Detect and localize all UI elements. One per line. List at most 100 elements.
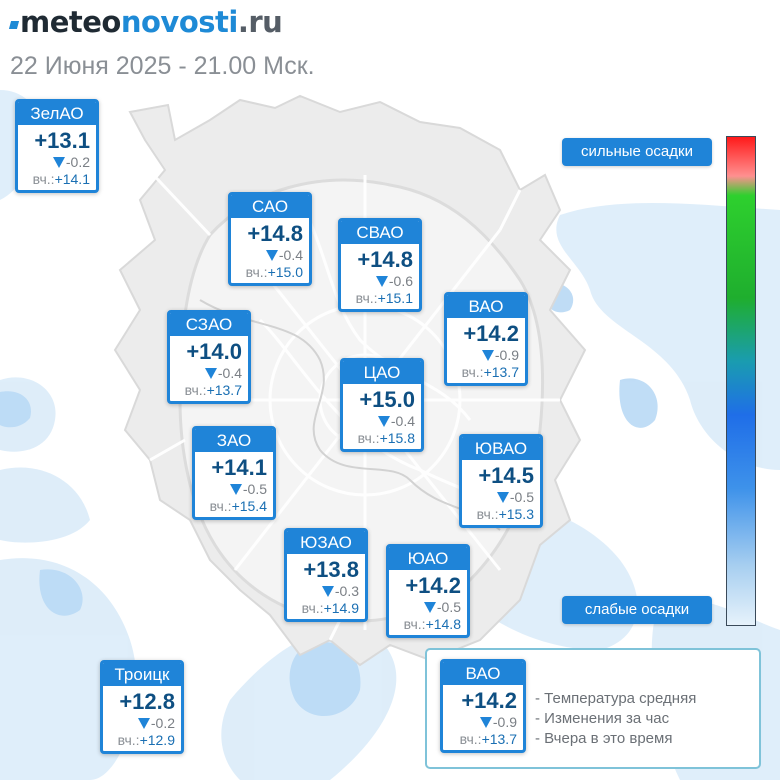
station-name: ВАО xyxy=(447,295,525,318)
station-temperature: +14.8 xyxy=(247,221,303,246)
station-change: -0.4 xyxy=(170,365,248,381)
yesterday-label: вч.: xyxy=(355,290,378,306)
station-name: ЦАО xyxy=(343,361,421,384)
change-value: -0.5 xyxy=(242,481,267,497)
precipitation-overlay xyxy=(0,90,780,780)
station-temperature: +12.8 xyxy=(119,689,175,714)
station-temperature: +13.8 xyxy=(303,557,359,582)
station-change: -0.3 xyxy=(287,583,365,599)
change-value: -0.9 xyxy=(492,714,517,730)
station-card-zao[interactable]: ЗАО +14.1 -0.5 вч.:+15.4 xyxy=(192,426,276,520)
station-yesterday: вч.:+14.9 xyxy=(287,599,365,619)
station-card-troitsk[interactable]: Троицк +12.8 -0.2 вч.:+12.9 xyxy=(100,660,184,754)
station-yesterday: вч.:+14.1 xyxy=(18,170,96,190)
scale-label-weak: слабые осадки xyxy=(562,596,712,624)
station-yesterday: вч.:+15.0 xyxy=(231,263,309,283)
station-change: -0.6 xyxy=(341,273,419,289)
site-logo[interactable]: meteonovosti.ru xyxy=(8,5,283,39)
station-name: ЗелАО xyxy=(18,102,96,125)
station-temperature: +14.5 xyxy=(478,463,534,488)
down-triangle-icon xyxy=(321,586,334,597)
station-name: Троицк xyxy=(103,663,181,686)
station-name: ЗАО xyxy=(195,429,273,452)
yesterday-value: +15.0 xyxy=(267,264,303,280)
station-card-svao[interactable]: СВАО +14.8 -0.6 вч.:+15.1 xyxy=(338,218,422,312)
down-triangle-icon xyxy=(377,416,390,427)
station-yesterday: вч.:+13.7 xyxy=(447,363,525,383)
station-change: -0.4 xyxy=(231,247,309,263)
yesterday-label: вч.: xyxy=(459,731,482,747)
station-card-sao[interactable]: САО +14.8 -0.4 вч.:+15.0 xyxy=(228,192,312,286)
station-card-szao[interactable]: СЗАО +14.0 -0.4 вч.:+13.7 xyxy=(167,310,251,404)
down-triangle-icon xyxy=(52,157,65,168)
change-value: -0.9 xyxy=(494,347,519,363)
yesterday-label: вч.: xyxy=(32,171,55,187)
station-card-zelao[interactable]: ЗелАО +13.1 -0.2 вч.:+14.1 xyxy=(15,99,99,193)
down-triangle-icon xyxy=(479,717,492,728)
station-temperature: +14.2 xyxy=(461,688,517,713)
down-triangle-icon xyxy=(375,276,388,287)
river xyxy=(199,299,501,531)
station-yesterday: вч.:+12.9 xyxy=(103,731,181,751)
station-temperature: +14.0 xyxy=(186,339,242,364)
legend-line-yesterday: - Вчера в это время xyxy=(535,730,673,747)
station-temperature: +14.1 xyxy=(211,455,267,480)
station-yesterday: вч.:+13.7 xyxy=(443,730,523,750)
yesterday-value: +13.7 xyxy=(481,731,517,747)
change-value: -0.5 xyxy=(436,599,461,615)
down-triangle-icon xyxy=(481,350,494,361)
station-name: САО xyxy=(231,195,309,218)
yesterday-label: вч.: xyxy=(357,430,380,446)
down-triangle-icon xyxy=(229,484,242,495)
logo-mark-icon xyxy=(8,21,20,29)
down-triangle-icon xyxy=(265,250,278,261)
precipitation-scale-bar xyxy=(726,136,756,626)
change-value: -0.4 xyxy=(390,413,415,429)
down-triangle-icon xyxy=(423,602,436,613)
station-change: -0.5 xyxy=(462,489,540,505)
station-card-yuao[interactable]: ЮАО +14.2 -0.5 вч.:+14.8 xyxy=(386,544,470,638)
yesterday-label: вч.: xyxy=(403,616,426,632)
yesterday-value: +14.8 xyxy=(425,616,461,632)
yesterday-label: вч.: xyxy=(301,600,324,616)
station-card-vao[interactable]: ВАО +14.2 -0.9 вч.:+13.7 xyxy=(444,292,528,386)
yesterday-value: +15.3 xyxy=(498,506,534,522)
yesterday-label: вч.: xyxy=(117,732,140,748)
yesterday-value: +12.9 xyxy=(139,732,175,748)
station-name: СВАО xyxy=(341,221,419,244)
station-change: -0.2 xyxy=(103,715,181,731)
legend-line-temperature: - Температура средняя xyxy=(535,690,697,707)
station-card-yuzao[interactable]: ЮЗАО +13.8 -0.3 вч.:+14.9 xyxy=(284,528,368,622)
station-change: -0.9 xyxy=(443,714,523,730)
logo-text-domain: .ru xyxy=(237,5,283,39)
logo-text-meteo: meteo xyxy=(20,5,121,39)
station-yesterday: вч.:+13.7 xyxy=(170,381,248,401)
down-triangle-icon xyxy=(204,368,217,379)
station-temperature: +14.8 xyxy=(357,247,413,272)
change-value: -0.2 xyxy=(150,715,175,731)
yesterday-label: вч.: xyxy=(184,382,207,398)
date-time-subtitle: 22 Июня 2025 - 21.00 Мск. xyxy=(10,52,315,80)
yesterday-value: +15.4 xyxy=(231,498,267,514)
yesterday-label: вч.: xyxy=(476,506,499,522)
yesterday-label: вч.: xyxy=(461,364,484,380)
station-temperature: +13.1 xyxy=(34,128,90,153)
station-yesterday: вч.:+14.8 xyxy=(389,615,467,635)
station-yesterday: вч.:+15.4 xyxy=(195,497,273,517)
station-yesterday: вч.:+15.8 xyxy=(343,429,421,449)
change-value: -0.3 xyxy=(334,583,359,599)
yesterday-value: +14.9 xyxy=(323,600,359,616)
station-card-yuvao[interactable]: ЮВАО +14.5 -0.5 вч.:+15.3 xyxy=(459,434,543,528)
yesterday-value: +15.8 xyxy=(379,430,415,446)
yesterday-value: +13.7 xyxy=(206,382,242,398)
station-temperature: +15.0 xyxy=(359,387,415,412)
legend-descriptions: - Температура средняя - Изменения за час… xyxy=(535,689,696,749)
station-yesterday: вч.:+15.3 xyxy=(462,505,540,525)
down-triangle-icon xyxy=(496,492,509,503)
station-change: -0.5 xyxy=(195,481,273,497)
yesterday-value: +15.1 xyxy=(377,290,413,306)
legend-station-card: ВАО +14.2 -0.9 вч.:+13.7 xyxy=(440,659,526,753)
yesterday-value: +14.1 xyxy=(54,171,90,187)
station-name: ЮЗАО xyxy=(287,531,365,554)
station-card-tsao[interactable]: ЦАО +15.0 -0.4 вч.:+15.8 xyxy=(340,358,424,452)
